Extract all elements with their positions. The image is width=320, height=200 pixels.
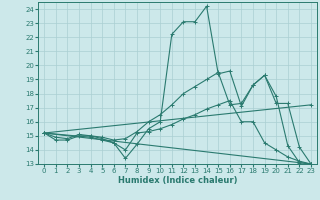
X-axis label: Humidex (Indice chaleur): Humidex (Indice chaleur) — [118, 176, 237, 185]
